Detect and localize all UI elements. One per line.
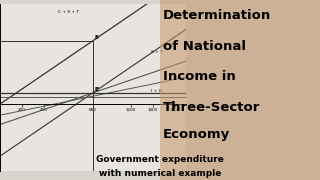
Text: E: E bbox=[94, 35, 98, 40]
Text: I + G: I + G bbox=[151, 89, 162, 93]
Text: of National: of National bbox=[163, 40, 246, 53]
Text: E': E' bbox=[94, 87, 100, 92]
Text: C + S + T: C + S + T bbox=[58, 10, 79, 14]
Text: Three-Sector: Three-Sector bbox=[163, 101, 260, 114]
Text: Income in: Income in bbox=[163, 70, 236, 83]
Text: S + T: S + T bbox=[151, 50, 163, 54]
Text: Economy: Economy bbox=[163, 128, 230, 141]
Text: Determination: Determination bbox=[163, 9, 271, 22]
Text: with numerical example: with numerical example bbox=[99, 169, 221, 178]
Text: Government expenditure: Government expenditure bbox=[96, 155, 224, 164]
